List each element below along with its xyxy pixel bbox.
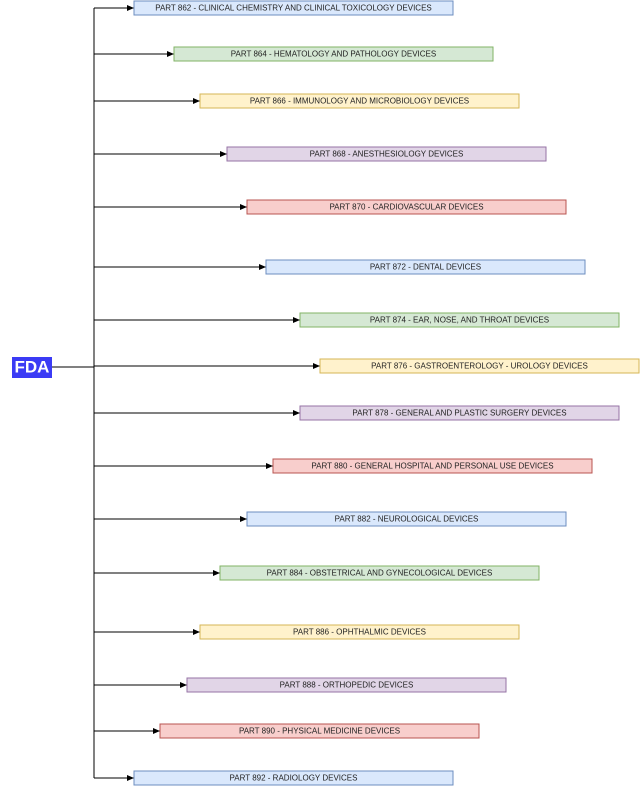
node-box <box>265 259 586 275</box>
node-label: PART 878 - GENERAL AND PLASTIC SURGERY D… <box>352 409 566 418</box>
node-box <box>186 677 507 693</box>
node-label: PART 892 - RADIOLOGY DEVICES <box>230 774 358 783</box>
node-label: PART 886 - OPHTHALMIC DEVICES <box>293 628 426 637</box>
node-box <box>246 199 567 215</box>
node-label: PART 876 - GASTROENTEROLOGY - UROLOGY DE… <box>371 362 588 371</box>
node-box <box>272 458 593 474</box>
node-box <box>133 0 454 16</box>
node-label: PART 884 - OBSTETRICAL AND GYNECOLOGICAL… <box>267 569 493 578</box>
node-label: PART 880 - GENERAL HOSPITAL AND PERSONAL… <box>311 462 553 471</box>
node-label: PART 882 - NEUROLOGICAL DEVICES <box>335 515 479 524</box>
node-box <box>299 405 620 421</box>
node-box <box>159 723 480 739</box>
node-label: PART 864 - HEMATOLOGY AND PATHOLOGY DEVI… <box>231 50 436 59</box>
node-box <box>299 312 620 328</box>
node-box <box>199 624 520 640</box>
node-label: PART 872 - DENTAL DEVICES <box>370 263 481 272</box>
node-label: PART 890 - PHYSICAL MEDICINE DEVICES <box>239 727 400 736</box>
node-box <box>246 511 567 527</box>
node-label: PART 888 - ORTHOPEDIC DEVICES <box>280 681 414 690</box>
node-label: PART 874 - EAR, NOSE, AND THROAT DEVICES <box>370 316 549 325</box>
node-label: PART 868 - ANESTHESIOLOGY DEVICES <box>310 150 464 159</box>
node-box <box>219 565 540 581</box>
node-box <box>199 93 520 109</box>
node-box <box>319 358 640 374</box>
node-box <box>133 770 454 786</box>
root-label: FDA <box>15 357 50 376</box>
node-label: PART 866 - IMMUNOLOGY AND MICROBIOLOGY D… <box>250 97 469 106</box>
node-box <box>226 146 547 162</box>
root-box <box>12 357 52 378</box>
node-label: PART 862 - CLINICAL CHEMISTRY AND CLINIC… <box>155 4 432 13</box>
node-box <box>173 46 494 62</box>
node-label: PART 870 - CARDIOVASCULAR DEVICES <box>329 203 483 212</box>
